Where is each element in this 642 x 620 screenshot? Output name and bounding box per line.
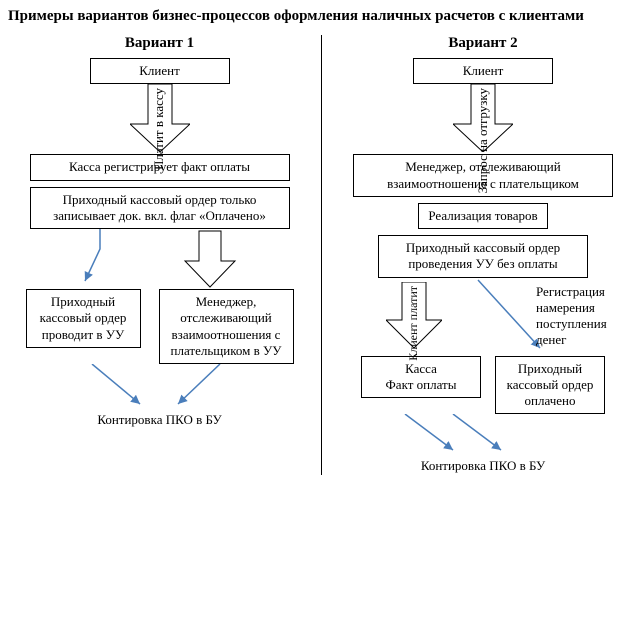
page-title: Примеры вариантов бизнес-процессов оформ… bbox=[8, 8, 634, 25]
v1-bottom-row: Приходный кассовый ордер проводит в УУ М… bbox=[26, 289, 294, 364]
v1-box-right: Менеджер, отслеживающий взаимоотношения … bbox=[159, 289, 294, 364]
v2-kassa-fact-box: Касса Факт оплаты bbox=[361, 356, 481, 399]
v2-mid-region: Клиент платит Регистрация намерения пост… bbox=[338, 278, 628, 356]
variant-1: Вариант 1 Клиент Платит в кассу Касса ре… bbox=[8, 35, 321, 475]
v1-converge-arrows bbox=[30, 364, 290, 412]
v1-box-left: Приходный кассовый ордер проводит в УУ bbox=[26, 289, 141, 348]
v2-bottom-label: Контировка ПКО в БУ bbox=[421, 458, 545, 474]
v2-side-label: Регистрация намерения поступления денег bbox=[536, 284, 636, 349]
variant2-heading: Вариант 2 bbox=[448, 35, 517, 52]
v2-pko-paid-box: Приходный кассовый ордер оплачено bbox=[495, 356, 605, 415]
variant1-heading: Вариант 1 bbox=[125, 35, 194, 52]
v1-client-box: Клиент bbox=[90, 58, 230, 84]
v1-arrow-pay-label: Платит в кассу bbox=[152, 88, 166, 170]
v2-realization-box: Реализация товаров bbox=[418, 203, 548, 229]
v2-pko-uu-box: Приходный кассовый ордер проведения УУ б… bbox=[378, 235, 588, 278]
v2-converge-arrows bbox=[353, 414, 613, 458]
v2-client-box: Клиент bbox=[413, 58, 553, 84]
v2-bottom-row: Касса Факт оплаты Приходный кассовый орд… bbox=[361, 356, 605, 415]
v2-arrow-request-label: Запрос на отгрузку bbox=[476, 88, 490, 193]
columns: Вариант 1 Клиент Платит в кассу Касса ре… bbox=[8, 35, 634, 475]
v2-arrow-request: Запрос на отгрузку bbox=[453, 84, 513, 152]
v1-arrow-pay: Платит в кассу bbox=[130, 84, 190, 152]
v1-pko-box: Приходный кассовый ордер только записыва… bbox=[30, 187, 290, 230]
v1-bottom-label: Контировка ПКО в БУ bbox=[97, 412, 221, 428]
v1-split-connectors bbox=[30, 229, 290, 289]
variant-2: Вариант 2 Клиент Запрос на отгрузку Мене… bbox=[321, 35, 634, 475]
